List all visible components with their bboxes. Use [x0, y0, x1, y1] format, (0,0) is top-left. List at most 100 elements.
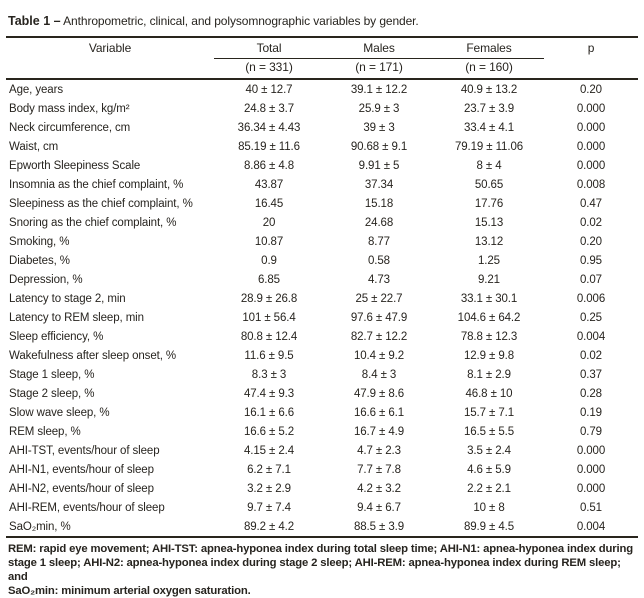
total-value-cell: 8.3 ± 3	[251, 368, 287, 381]
data-table: Variable Total Males Females p (n = 331)…	[6, 36, 638, 538]
table-label: Table 1 –	[8, 14, 61, 28]
table-row: SaO₂min, % 89.2 ± 4.2 88.5 ± 3.9 89.9 ± 4.5…	[6, 517, 638, 537]
females-value-cell: 9.21	[478, 273, 500, 286]
col-header-males: Males	[324, 37, 434, 59]
total-value-cell: 6.2 ± 7.1	[247, 463, 291, 476]
subheader-row: (n = 331) (n = 171) (n = 160)	[6, 58, 638, 80]
subheader-females-n: (n = 160)	[434, 58, 544, 80]
subheader-males-n: (n = 171)	[324, 58, 434, 80]
females-value-cell: 15.7 ± 7.1	[463, 406, 515, 419]
variable-cell: Stage 1 sleep, %	[9, 368, 95, 381]
p-value-cell: 0.000	[576, 482, 606, 495]
p-value-cell: 0.000	[576, 121, 606, 134]
females-value-cell: 8.1 ± 2.9	[467, 368, 511, 381]
table-row: AHI-TST, events/hour of sleep 4.15 ± 2.4 4…	[6, 441, 638, 460]
females-value-cell: 104.6 ± 64.2	[457, 311, 521, 324]
table-row: Neck circumference, cm 36.34 ± 4.43 39 ± 3…	[6, 118, 638, 137]
table-row: Diabetes, % 0.9 0.58 1.25 0.95	[6, 251, 638, 270]
males-value-cell: 47.9 ± 8.6	[353, 387, 405, 400]
total-value-cell: 28.9 ± 26.8	[240, 292, 298, 305]
table-row: Epworth Sleepiness Scale 8.86 ± 4.8 9.91 ±…	[6, 156, 638, 175]
total-value-cell: 11.6 ± 9.5	[244, 349, 294, 362]
males-value-cell: 25.9 ± 3	[358, 102, 400, 115]
p-value-cell: 0.20	[580, 235, 602, 248]
females-value-cell: 33.4 ± 4.1	[463, 121, 515, 134]
total-value-cell: 85.19 ± 11.6	[238, 140, 300, 153]
total-value-cell: 36.34 ± 4.43	[237, 121, 301, 134]
males-value-cell: 24.68	[364, 216, 394, 229]
females-value-cell: 40.9 ± 13.2	[460, 83, 518, 96]
table-body: Age, years 40 ± 12.7 39.1 ± 12.2 40.9 ± 13.…	[6, 79, 638, 537]
subheader-spacer	[6, 58, 214, 80]
p-value-cell: 0.008	[576, 178, 606, 191]
females-value-cell: 33.1 ± 30.1	[460, 292, 518, 305]
variable-cell: REM sleep, %	[9, 425, 81, 438]
variable-cell: Smoking, %	[9, 235, 70, 248]
table-row: Smoking, % 10.87 8.77 13.12 0.20	[6, 232, 638, 251]
males-value-cell: 4.2 ± 3.2	[357, 482, 401, 495]
table-footnote: REM: rapid eye movement; AHI-TST: apnea-…	[8, 542, 638, 598]
total-value-cell: 80.8 ± 12.4	[240, 330, 298, 343]
total-value-cell: 8.86 ± 4.8	[243, 159, 295, 172]
variable-cell: Slow wave sleep, %	[9, 406, 110, 419]
p-value-cell: 0.20	[580, 83, 602, 96]
table-row: AHI-N1, events/hour of sleep 6.2 ± 7.1 7.7…	[6, 460, 638, 479]
variable-cell: Latency to stage 2, min	[9, 292, 126, 305]
variable-cell: Sleep efficiency, %	[9, 330, 104, 343]
variable-cell: Neck circumference, cm	[9, 121, 131, 134]
total-value-cell: 10.87	[254, 235, 284, 248]
variable-cell: AHI-N2, events/hour of sleep	[9, 482, 154, 495]
footnote-line: SaO₂min: minimum arterial oxygen saturat…	[8, 585, 251, 597]
males-value-cell: 8.4 ± 3	[361, 368, 397, 381]
males-value-cell: 9.4 ± 6.7	[357, 501, 401, 514]
footnote-line: REM: rapid eye movement; AHI-TST: apnea-…	[8, 543, 633, 555]
females-value-cell: 10 ± 8	[473, 501, 505, 514]
females-value-cell: 23.7 ± 3.9	[463, 102, 515, 115]
p-value-cell: 0.07	[580, 273, 602, 286]
females-value-cell: 16.5 ± 5.5	[463, 425, 515, 438]
males-value-cell: 0.58	[368, 254, 390, 267]
p-value-cell: 0.95	[580, 254, 602, 267]
col-header-total: Total	[214, 37, 324, 59]
males-value-cell: 7.7 ± 7.8	[357, 463, 401, 476]
col-header-females: Females	[434, 37, 544, 59]
females-value-cell: 13.12	[474, 235, 504, 248]
table-row: Snoring as the chief complaint, % 20 24.68…	[6, 213, 638, 232]
p-value-cell: 0.19	[580, 406, 602, 419]
males-value-cell: 9.91 ± 5	[358, 159, 400, 172]
females-value-cell: 17.76	[474, 197, 504, 210]
total-value-cell: 89.2 ± 4.2	[243, 520, 295, 533]
males-value-cell: 15.18	[364, 197, 394, 210]
variable-cell: SaO₂min, %	[9, 520, 71, 533]
table-caption: Anthropometric, clinical, and polysomnog…	[63, 14, 419, 28]
total-value-cell: 3.2 ± 2.9	[247, 482, 291, 495]
subheader-spacer	[544, 58, 638, 80]
variable-cell: Snoring as the chief complaint, %	[9, 216, 177, 229]
females-value-cell: 1.25	[478, 254, 500, 267]
table-row: AHI-REM, events/hour of sleep 9.7 ± 7.4 9.…	[6, 498, 638, 517]
total-value-cell: 16.6 ± 5.2	[243, 425, 295, 438]
total-value-cell: 0.9	[261, 254, 277, 267]
total-value-cell: 4.15 ± 2.4	[243, 444, 295, 457]
p-value-cell: 0.000	[576, 140, 606, 153]
males-value-cell: 97.6 ± 47.9	[350, 311, 408, 324]
header-row: Variable Total Males Females p	[6, 37, 638, 59]
p-value-cell: 0.51	[580, 501, 602, 514]
females-value-cell: 8 ± 4	[476, 159, 502, 172]
total-value-cell: 9.7 ± 7.4	[247, 501, 291, 514]
total-value-cell: 24.8 ± 3.7	[243, 102, 295, 115]
variable-cell: Depression, %	[9, 273, 83, 286]
table-row: AHI-N2, events/hour of sleep 3.2 ± 2.9 4.2…	[6, 479, 638, 498]
table-title: Table 1 – Anthropometric, clinical, and …	[8, 14, 638, 28]
p-value-cell: 0.000	[576, 463, 606, 476]
table-row: Latency to REM sleep, min 101 ± 56.4 97.6 …	[6, 308, 638, 327]
females-value-cell: 15.13	[474, 216, 504, 229]
males-value-cell: 39 ± 3	[363, 121, 395, 134]
table-row: Waist, cm 85.19 ± 11.6 90.68 ± 9.1 79.19 ± …	[6, 137, 638, 156]
females-value-cell: 78.8 ± 12.3	[460, 330, 518, 343]
females-value-cell: 2.2 ± 2.1	[467, 482, 511, 495]
p-value-cell: 0.006	[576, 292, 606, 305]
table-row: Latency to stage 2, min 28.9 ± 26.8 25 ± 2…	[6, 289, 638, 308]
females-value-cell: 46.8 ± 10	[465, 387, 513, 400]
table-row: Stage 2 sleep, % 47.4 ± 9.3 47.9 ± 8.6 46.8…	[6, 384, 638, 403]
